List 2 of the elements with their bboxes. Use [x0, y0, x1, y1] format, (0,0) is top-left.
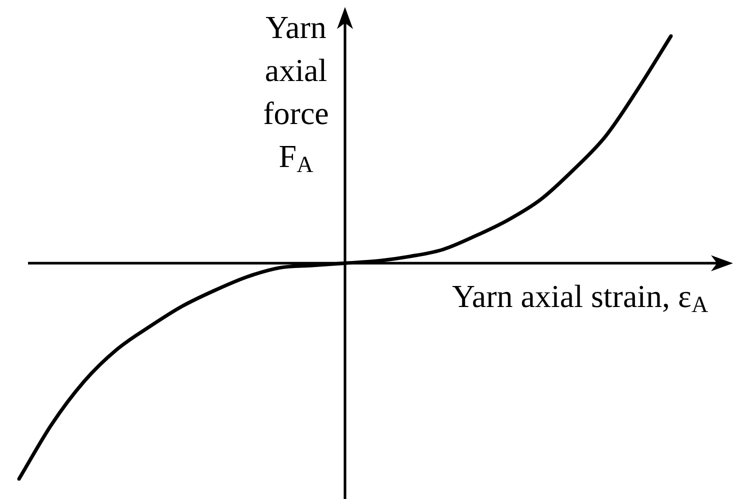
x-axis-title: Yarn axial strain, ε$_{A}$	[452, 278, 708, 318]
y-axis-title: Yarn axial force F$_{A}$	[262, 8, 330, 178]
